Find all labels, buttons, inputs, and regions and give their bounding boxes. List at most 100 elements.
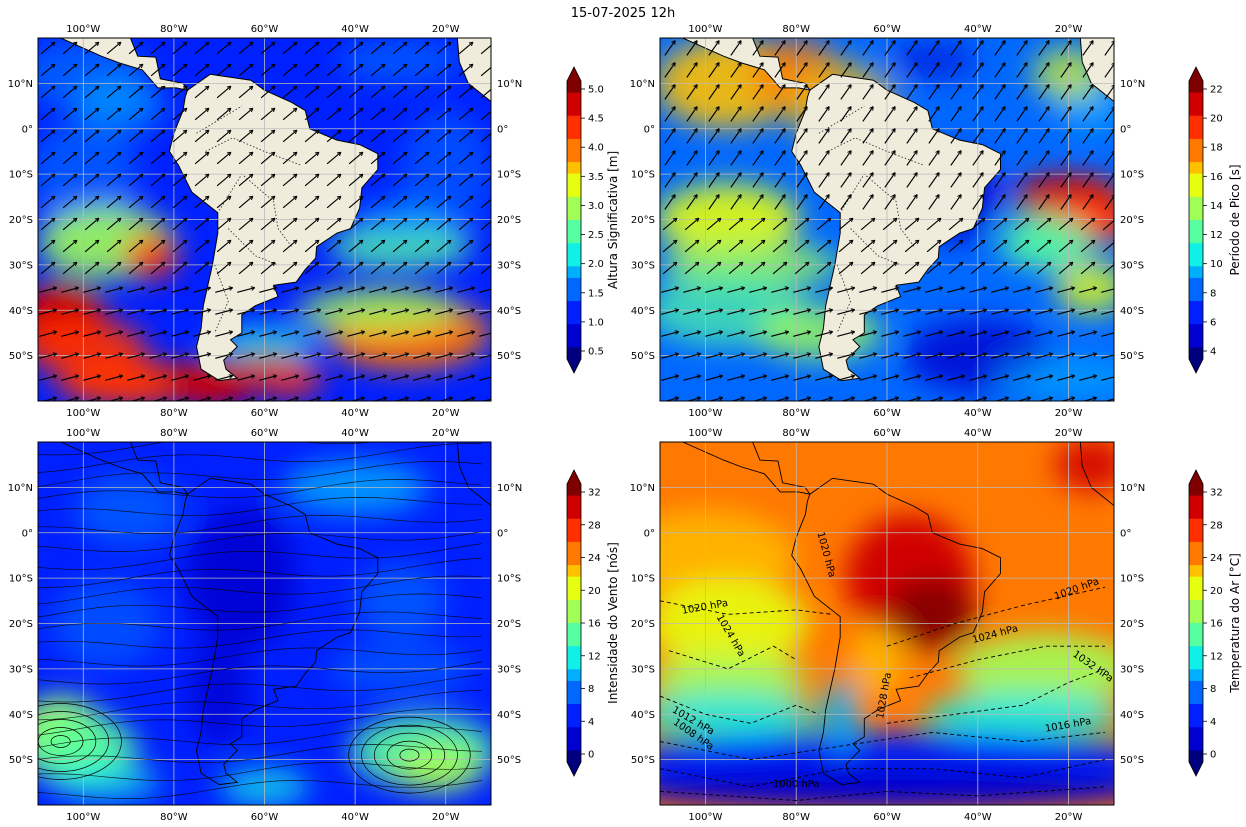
colorbar-label: Intensidade do Vento [nós] bbox=[606, 542, 620, 704]
lat-tick-label: 10°N bbox=[8, 79, 33, 90]
lon-tick-label: 40°W bbox=[341, 812, 369, 823]
isobar-label: 1000 hPa bbox=[773, 779, 820, 790]
colorbar-tick-label: 28 bbox=[588, 520, 601, 531]
figure-title: 15-07-2025 12h bbox=[570, 6, 676, 21]
isobar-lines bbox=[660, 586, 1106, 801]
colorbar-tick-label: 1.5 bbox=[588, 288, 604, 299]
lat-tick-label: 0° bbox=[22, 528, 33, 539]
lat-tick-label: 10°S bbox=[9, 574, 33, 585]
colorbar-tick-label: 3.0 bbox=[588, 201, 604, 212]
colorbar-tick-label: 4 bbox=[1210, 717, 1216, 728]
lat-tick-label: 10°N bbox=[497, 79, 522, 90]
lat-tick-label: 10°N bbox=[8, 483, 33, 494]
lat-tick-label: 40°S bbox=[631, 306, 655, 317]
lat-tick-label: 30°S bbox=[1120, 664, 1144, 675]
lat-tick-label: 30°S bbox=[631, 664, 655, 675]
lat-tick-label: 0° bbox=[497, 528, 508, 539]
lon-tick-label: 80°W bbox=[782, 812, 810, 823]
colorbar-tick-label: 0 bbox=[1210, 750, 1216, 761]
lat-tick-label: 30°S bbox=[1120, 260, 1144, 271]
map-frame bbox=[659, 37, 1115, 402]
lon-tick-label: 100°W bbox=[688, 428, 722, 439]
lat-tick-label: 50°S bbox=[631, 351, 655, 362]
africa-land bbox=[456, 38, 491, 103]
wave-direction-arrows bbox=[39, 41, 491, 401]
axis-tick-labels: 100°W 100°W 80°W 80°W 60°W 60°W 40°W 40°W 20°W 20… bbox=[630, 24, 1145, 419]
lat-tick-label: 50°S bbox=[1120, 755, 1144, 766]
lon-tick-label: 20°W bbox=[1055, 812, 1083, 823]
lon-tick-label: 40°W bbox=[341, 428, 369, 439]
colorbar-tick-label: 8 bbox=[588, 684, 594, 695]
lat-tick-label: 30°S bbox=[9, 664, 33, 675]
field-layer bbox=[38, 442, 491, 805]
lat-tick-label: 0° bbox=[1120, 528, 1131, 539]
lat-tick-label: 50°S bbox=[1120, 351, 1144, 362]
map-panel-wind-speed: 100°W 100°W 80°W 80°W 60°W 60°W 40°W 40°W 20°W 20… bbox=[8, 428, 620, 823]
colorbar-tick-label: 1.0 bbox=[588, 317, 604, 328]
lon-tick-label: 40°W bbox=[964, 428, 992, 439]
lon-tick-label: 60°W bbox=[251, 812, 279, 823]
south-america-land bbox=[168, 73, 379, 382]
lat-tick-label: 0° bbox=[644, 124, 655, 135]
lat-tick-label: 10°N bbox=[1120, 483, 1145, 494]
lon-tick-label: 80°W bbox=[782, 408, 810, 419]
lon-tick-label: 100°W bbox=[66, 428, 100, 439]
lat-tick-label: 10°N bbox=[630, 79, 655, 90]
lat-tick-label: 30°S bbox=[9, 260, 33, 271]
lon-tick-label: 80°W bbox=[160, 428, 188, 439]
lon-tick-label: 80°W bbox=[160, 812, 188, 823]
colorbar-tick-label: 16 bbox=[1210, 619, 1223, 630]
lat-tick-label: 40°S bbox=[497, 306, 521, 317]
lon-tick-label: 40°W bbox=[964, 812, 992, 823]
lon-tick-label: 100°W bbox=[66, 408, 100, 419]
map-panel-peak-period: 100°W 100°W 80°W 80°W 60°W 60°W 40°W 40°W 20°W 20… bbox=[630, 24, 1242, 419]
colorbar-tick-label: 3.5 bbox=[588, 172, 604, 183]
lon-tick-label: 80°W bbox=[782, 428, 810, 439]
gridlines bbox=[38, 38, 491, 401]
colorbar-label: Temperatura do Ar [°C] bbox=[1228, 553, 1242, 694]
axis-tick-labels: 100°W 100°W 80°W 80°W 60°W 60°W 40°W 40°W 20°W 20… bbox=[8, 24, 522, 419]
colorbar-tick-label: 12 bbox=[1210, 651, 1223, 662]
map-panel-wave-height: 100°W 100°W 80°W 80°W 60°W 60°W 40°W 40°W 20°W 20… bbox=[8, 24, 620, 419]
lat-tick-label: 20°S bbox=[1120, 619, 1144, 630]
lat-tick-label: 10°S bbox=[497, 170, 521, 181]
lat-tick-label: 50°S bbox=[497, 755, 521, 766]
lon-tick-label: 20°W bbox=[432, 408, 460, 419]
lat-tick-label: 40°S bbox=[9, 306, 33, 317]
lat-tick-label: 10°S bbox=[631, 574, 655, 585]
lat-tick-label: 10°S bbox=[9, 170, 33, 181]
map-frame bbox=[659, 441, 1115, 806]
colorbar-tick-label: 8 bbox=[1210, 684, 1216, 695]
colorbar-tick-label: 0.5 bbox=[588, 347, 604, 358]
colorbar-tick-label: 10 bbox=[1210, 259, 1223, 270]
field-layer bbox=[660, 38, 1114, 401]
lat-tick-label: 50°S bbox=[631, 755, 655, 766]
gridlines bbox=[38, 442, 491, 805]
gridlines bbox=[660, 38, 1114, 401]
colorbar-tick-label: 24 bbox=[1210, 553, 1223, 564]
lon-tick-label: 60°W bbox=[873, 408, 901, 419]
colorbar: 0.5 1.0 1.5 2.0 2.5 3.0 3.5 4.0 4.5 5.0 Altura Sig… bbox=[566, 66, 620, 374]
colorbar: 0 4 8 12 16 20 24 28 32 Temperatura do Ar [°C] bbox=[1188, 469, 1242, 777]
central-america-land bbox=[681, 38, 811, 91]
colorbar-tick-label: 4.0 bbox=[588, 143, 604, 154]
lat-tick-label: 0° bbox=[22, 124, 33, 135]
lat-tick-label: 20°S bbox=[497, 619, 521, 630]
colorbar-tick-label: 5.0 bbox=[588, 85, 604, 96]
south-america-land bbox=[791, 73, 1001, 382]
lon-tick-label: 40°W bbox=[341, 408, 369, 419]
colorbar: 4 6 8 10 12 14 16 18 20 22 Período de Pico [s] bbox=[1188, 66, 1242, 374]
colorbar-tick-label: 24 bbox=[588, 553, 601, 564]
field-layer bbox=[660, 442, 1114, 805]
colorbar-tick-label: 16 bbox=[1210, 172, 1223, 183]
lon-tick-label: 20°W bbox=[1055, 408, 1083, 419]
lon-tick-label: 60°W bbox=[873, 24, 901, 35]
colorbar-label: Altura Significativa [m] bbox=[606, 151, 620, 289]
lat-tick-label: 0° bbox=[1120, 124, 1131, 135]
lat-tick-label: 40°S bbox=[497, 710, 521, 721]
lat-tick-label: 20°S bbox=[631, 215, 655, 226]
lon-tick-label: 20°W bbox=[432, 24, 460, 35]
colorbar-tick-label: 14 bbox=[1210, 201, 1223, 212]
colorbar-tick-label: 8 bbox=[1210, 288, 1216, 299]
lat-tick-label: 0° bbox=[644, 528, 655, 539]
